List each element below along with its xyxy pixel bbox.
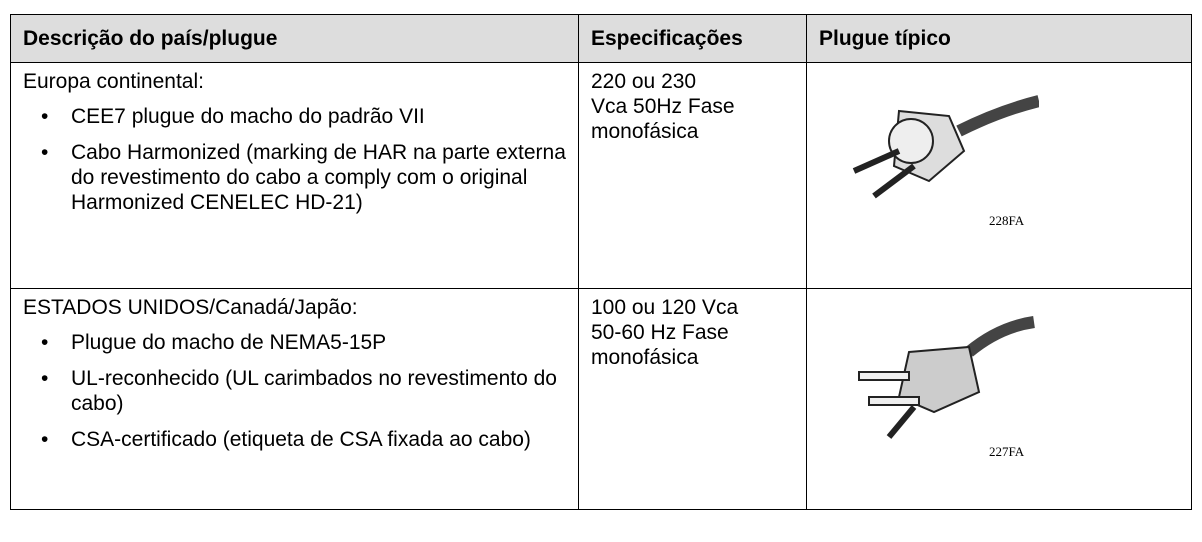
list: Plugue do macho de NEMA5-15P UL-reconhec… <box>23 330 566 452</box>
header-cell: Plugue típico <box>806 14 1192 63</box>
description-cell: Europa continental: CEE7 plugue do macho… <box>10 62 579 289</box>
figure-cell: 228FA <box>806 62 1192 289</box>
figure-label: 228FA <box>989 213 1025 228</box>
plug-icon <box>858 316 1035 439</box>
list-item: Cabo Harmonized (marking de HAR na parte… <box>23 140 566 215</box>
spec-line: 100 ou 120 Vca <box>591 296 739 319</box>
plug-icon <box>852 95 1039 199</box>
spec-line: Vca 50Hz Fase <box>591 95 735 118</box>
header-cell: Descrição do país/plugue <box>10 14 579 63</box>
figure-label: 227FA <box>989 444 1025 459</box>
figure-cell: 227FA <box>806 288 1192 510</box>
description-cell: ESTADOS UNIDOS/Canadá/Japão: Plugue do m… <box>10 288 579 510</box>
spec-line: 50-60 Hz Fase <box>591 321 729 344</box>
list: CEE7 plugue do macho do padrão VII Cabo … <box>23 104 566 215</box>
header-row: Descrição do país/plugue Especificações … <box>10 14 1192 63</box>
list-item: CSA-certificado (etiqueta de CSA fixada … <box>23 427 566 452</box>
list-item: Plugue do macho de NEMA5-15P <box>23 330 566 355</box>
list-item: CEE7 plugue do macho do padrão VII <box>23 104 566 129</box>
spec-cell: 220 ou 230 Vca 50Hz Fase monofásica <box>578 62 807 289</box>
spec-line: monofásica <box>591 120 699 143</box>
spec-cell: 100 ou 120 Vca 50-60 Hz Fase monofásica <box>578 288 807 510</box>
row: ESTADOS UNIDOS/Canadá/Japão: Plugue do m… <box>10 288 1192 510</box>
plug-table: Descrição do país/plugue Especificações … <box>10 14 1192 510</box>
header-cell: Especificações <box>578 14 807 63</box>
list-item: UL-reconhecido (UL carimbados no revesti… <box>23 366 566 416</box>
spec-line: monofásica <box>591 346 699 369</box>
region: Europa continental: <box>23 70 204 93</box>
spec-line: 220 ou 230 <box>591 70 697 93</box>
row: Europa continental: CEE7 plugue do macho… <box>10 62 1192 289</box>
region: ESTADOS UNIDOS/Canadá/Japão: <box>23 296 358 319</box>
